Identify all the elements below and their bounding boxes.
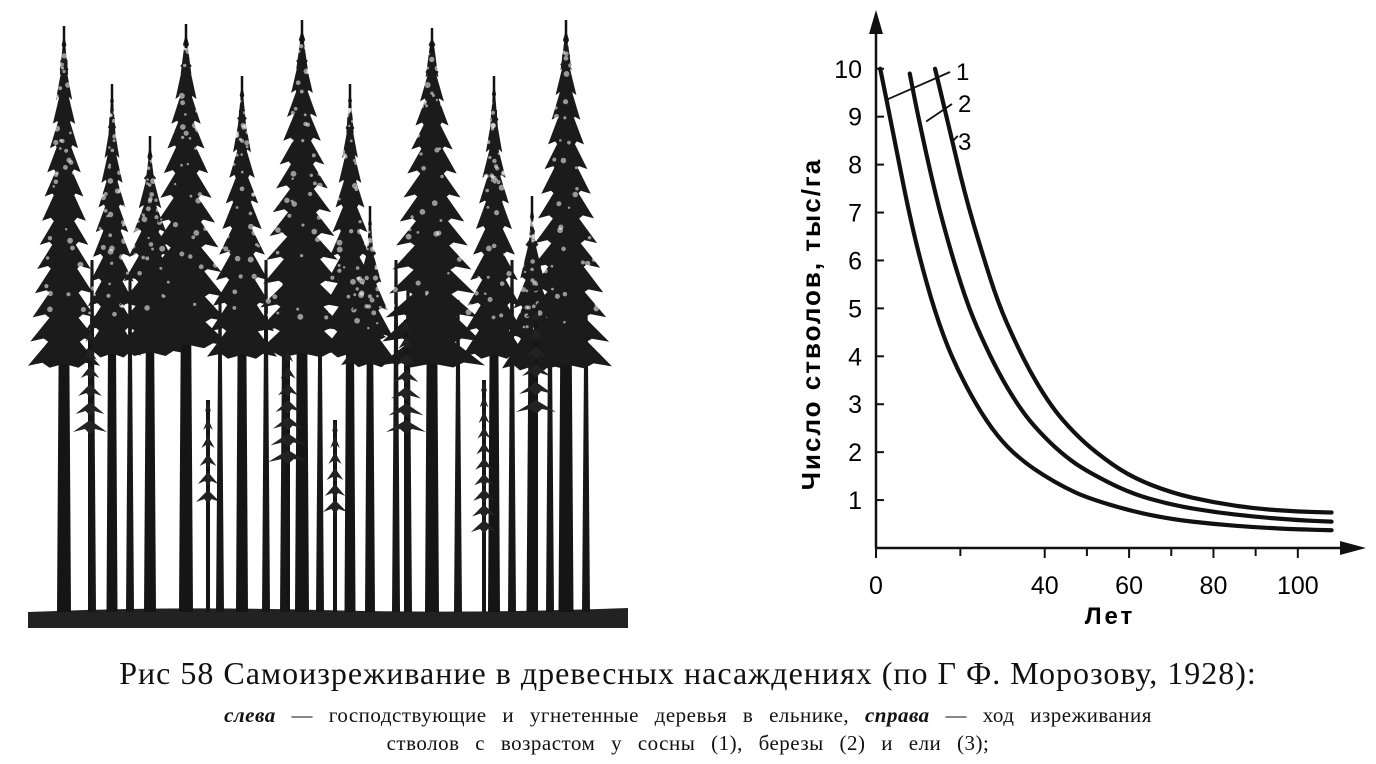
spruce-forest-illustration [28,20,628,628]
tree-trunk [126,280,134,612]
x-tick-label: 40 [1031,572,1059,600]
y-tick-label: 3 [848,391,862,419]
caption-right-text: — ход изреживания [945,703,1152,727]
dominant-spruce [207,76,277,612]
tree-trunk [316,300,324,612]
y-tick-label: 7 [848,200,862,228]
series-leader-3 [951,135,959,143]
figure-caption-line-1: слева — господствующие и угнетенные дере… [0,703,1376,728]
suppressed-spruce [323,420,347,612]
ground-strip [28,608,628,628]
suppressed-spruce [386,320,426,612]
x-axis-arrow [1340,541,1366,555]
dominant-spruce [111,136,189,612]
dominant-spruce [520,20,612,612]
x-tick-labels: 0 40 60 80 100 [869,572,1319,600]
dominant-spruce [141,24,231,612]
x-tick-label: 100 [1277,572,1319,600]
x-axis-label: Лет [1085,603,1136,630]
suppressed-spruce [268,350,308,612]
tree-trunk [262,260,270,612]
x-tick-label: 0 [869,572,883,600]
suppressed-spruce [73,330,107,612]
suppressed-spruce [516,310,556,612]
series-curves: 1 2 3 [878,59,1334,533]
tree-trunk [454,300,462,612]
dominant-spruce [341,206,399,612]
y-tick-label: 5 [848,295,862,323]
ground [28,608,628,628]
y-tick-label: 8 [848,152,862,180]
y-tick-labels: 1 2 3 4 5 6 7 8 9 10 [834,56,862,515]
caption-left-word: слева [224,703,276,727]
series-leader-2 [925,103,953,123]
series-line-2 [907,71,1334,524]
chart-axes [869,10,1366,558]
y-tick-label: 6 [848,247,862,275]
figure-caption-line-2: стволов с возрастом у сосны (1), березы … [386,731,990,755]
thinning-chart: 1 2 3 4 5 6 7 8 9 10 0 40 60 80 100 1 2 3 Число стволов… [796,10,1366,630]
caption-left-text: — господствующие и угнетенные деревья в … [291,703,850,727]
y-axis-arrow [869,10,883,34]
y-tick-label: 1 [848,487,862,515]
dominant-spruce [379,28,485,612]
dominant-spruce [254,20,350,612]
y-tick-label: 10 [834,56,862,84]
y-tick-label: 4 [848,343,862,371]
y-axis-label: Число стволов, тыс/га [796,158,826,490]
series-label-2: 2 [958,91,971,118]
x-tick-label: 80 [1200,572,1228,600]
series-line-1 [878,66,1334,533]
figure-caption-title: Рис 58 Самоизреживание в древесных насаж… [119,655,1257,691]
tree-trunk [392,260,400,612]
tree-trunk [582,300,590,612]
y-tick-label: 2 [848,439,862,467]
suppressed-spruce [471,380,497,612]
dominant-spruce [462,76,526,612]
suppressed-spruce [196,400,220,612]
series-leader-1 [885,71,951,101]
series-line-3 [932,66,1334,515]
y-tick-label: 9 [848,104,862,132]
series-label-1: 1 [956,59,969,86]
caption-right-word: справа [864,703,930,727]
dominant-spruce [83,84,141,612]
series-label-3: 3 [958,129,971,156]
tree-trunk [216,300,224,612]
dominant-spruce [28,26,100,612]
x-tick-label: 60 [1115,572,1143,600]
